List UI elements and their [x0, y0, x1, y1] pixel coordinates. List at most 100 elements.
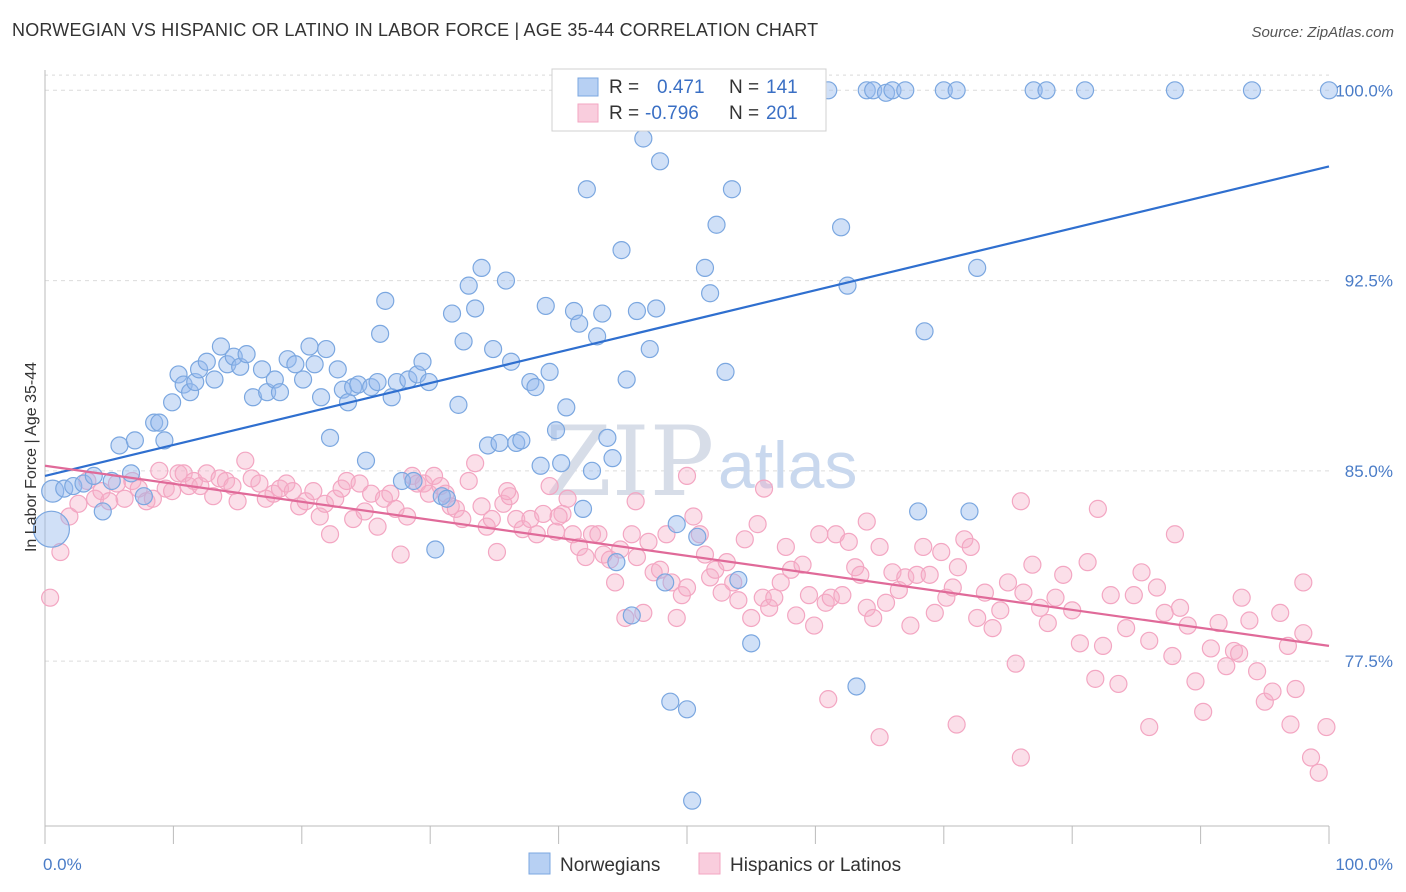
norwegians-point	[74, 474, 93, 493]
hispanics-point	[626, 492, 645, 511]
legend-r-label-1: R =	[609, 77, 639, 98]
legend-label-norwegians: Norwegians	[560, 855, 660, 876]
hispanics-point	[150, 461, 169, 480]
legend-label-hispanics: Hispanics or Latinos	[730, 855, 901, 876]
norwegians-point	[1037, 81, 1056, 100]
norwegians-point	[588, 327, 607, 346]
norwegians-point	[598, 428, 617, 447]
hispanics-point	[1109, 674, 1128, 694]
norwegians-point	[180, 383, 200, 402]
hispanics-point	[1224, 641, 1244, 661]
hispanics-point	[925, 603, 944, 622]
norwegians-point	[252, 360, 272, 379]
hispanics-point	[482, 509, 501, 529]
hispanics-point	[487, 542, 507, 562]
hispanics-point	[1294, 573, 1313, 592]
norwegians-point	[661, 692, 680, 711]
norwegians-point	[627, 301, 647, 321]
norwegians-point	[683, 791, 702, 810]
hispanics-point	[549, 507, 568, 526]
legend-n-value-2: 201	[766, 103, 798, 124]
norwegians-point	[125, 431, 144, 450]
hispanics-point	[51, 542, 70, 562]
norwegians-point	[432, 487, 451, 506]
norwegians-point	[472, 258, 491, 277]
norwegians-point	[617, 370, 636, 389]
hispanics-point	[41, 588, 60, 607]
norwegians-point	[716, 362, 735, 381]
norwegians-point	[300, 337, 319, 356]
norwegians-point	[169, 365, 188, 384]
norwegians-point	[695, 258, 715, 277]
norwegians-point	[536, 296, 555, 316]
norwegians-point	[838, 276, 857, 295]
hispanics-point	[1209, 613, 1228, 633]
norwegians-point	[478, 436, 498, 455]
hispanics-point	[1023, 555, 1042, 574]
hispanics-point	[1093, 636, 1113, 655]
series-norwegians-points	[32, 81, 1339, 810]
norwegians-point	[546, 421, 566, 440]
hispanics-point	[1230, 644, 1249, 663]
hispanics-point	[735, 530, 754, 549]
norwegians-point	[707, 215, 726, 234]
hispanics-point	[320, 525, 340, 544]
hispanics-point	[684, 507, 703, 526]
hispanics-point	[589, 525, 608, 544]
norwegians-point	[640, 339, 659, 359]
watermark-zip: ZIP	[545, 406, 714, 518]
hispanics-point	[1088, 499, 1107, 518]
hispanics-point	[424, 466, 444, 486]
norwegians-point	[677, 700, 697, 719]
norwegians-point	[293, 370, 313, 389]
norwegians-point	[634, 129, 653, 148]
legend-r-label-2: R =	[609, 103, 639, 124]
hispanics-point	[857, 598, 876, 617]
x-tick-labels: 0.0% 100.0%	[43, 855, 1393, 874]
hispanics-point	[1240, 611, 1259, 630]
norwegians-point	[344, 378, 363, 397]
norwegians-point	[84, 466, 103, 486]
hispanics-point	[932, 542, 951, 562]
hispanics-point	[1194, 702, 1213, 721]
hispanics-point	[748, 515, 767, 534]
series-legend: Norwegians Hispanics or Latinos	[528, 852, 901, 876]
norwegians-point	[947, 81, 966, 100]
norwegians-point	[426, 540, 445, 559]
hispanics-point	[1030, 598, 1050, 617]
hispanics-point	[622, 525, 641, 544]
hispanics-point	[998, 573, 1018, 592]
norwegians-point	[237, 345, 256, 364]
legend-r-value-2: -0.796	[645, 103, 699, 124]
hispanics-point	[810, 525, 829, 544]
norwegians-point	[311, 388, 331, 407]
watermark: ZIP atlas	[545, 406, 857, 518]
hispanics-point	[695, 545, 715, 564]
norwegians-point	[909, 502, 928, 521]
norwegians-point	[526, 378, 545, 397]
norwegians-point	[454, 332, 473, 351]
hispanics-point	[816, 593, 835, 612]
hispanics-point	[1046, 588, 1065, 607]
hispanics-point	[169, 464, 188, 483]
norwegians-point	[847, 677, 866, 696]
y-tick-label: 100.0%	[1335, 81, 1393, 100]
norwegians-point	[540, 362, 559, 381]
norwegians-point	[960, 502, 979, 521]
hispanics-point	[776, 537, 795, 557]
source-label: Source: ZipAtlas.com	[1251, 24, 1394, 41]
hispanics-point	[576, 547, 595, 567]
norwegians-point	[557, 398, 576, 417]
hispanics-point	[204, 487, 223, 506]
norwegians-point	[603, 449, 622, 468]
hispanics-point	[821, 588, 840, 607]
hispanics-point	[391, 545, 410, 564]
axes	[44, 70, 1330, 844]
hispanics-point	[754, 479, 774, 498]
hispanics-point	[368, 517, 387, 536]
y-tick-labels: 77.5% 85.0% 92.5% 100.0%	[1335, 81, 1393, 671]
legend-swatch-hispanics	[577, 103, 599, 123]
hispanics-point	[1294, 624, 1313, 643]
norwegians-point	[521, 372, 540, 392]
